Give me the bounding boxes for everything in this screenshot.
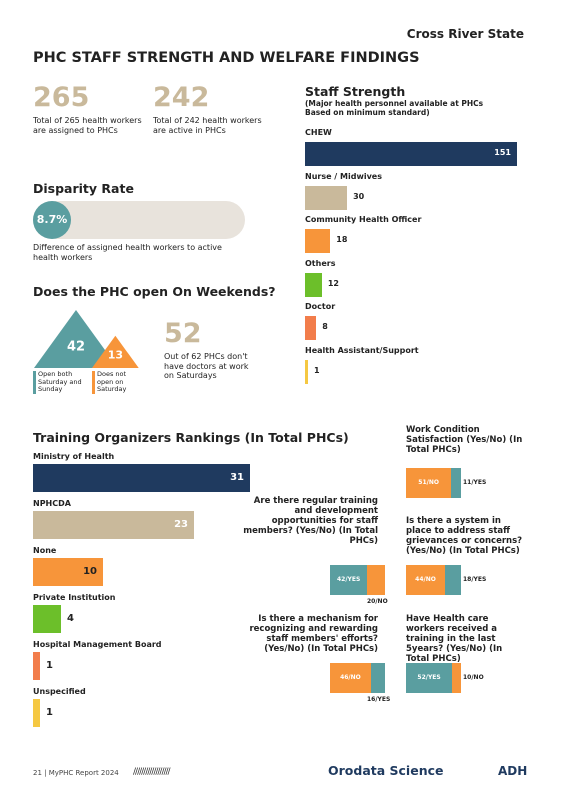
logo: ADH	[498, 764, 528, 778]
chart-title: Are there regular training and developme…	[243, 496, 378, 546]
triangles: 42 13	[34, 310, 139, 368]
bar-segment	[406, 663, 453, 693]
stat-caption: Total of 265 health workers are assigned…	[33, 116, 142, 135]
bar	[305, 229, 331, 253]
section-title: Does the PHC open On Weekends?	[33, 284, 276, 299]
value-label: 11/YES	[463, 479, 487, 486]
value-label: 44/NO	[415, 576, 436, 583]
bar	[33, 464, 250, 492]
chart-title: Training Organizers Rankings (In Total P…	[33, 430, 349, 445]
section-title: Disparity Rate	[33, 181, 134, 196]
bar	[305, 272, 322, 297]
bar-segment	[370, 663, 385, 693]
triangle-label: 13	[108, 348, 123, 361]
value-label: 1	[314, 365, 320, 375]
value-label: 10/NO	[463, 674, 484, 681]
category-label: Private Institution	[33, 593, 116, 602]
bar	[305, 316, 317, 340]
category-label: Doctor	[305, 302, 336, 311]
disparity-mark: 8.7%	[33, 201, 71, 239]
bar	[33, 511, 194, 539]
bar-segment	[406, 468, 452, 498]
category-label: Nurse / Midwives	[305, 171, 382, 181]
value-label: 10	[83, 566, 97, 577]
value-label: 8	[322, 322, 328, 331]
category-label: Community Health Officer	[305, 215, 422, 224]
bar-segment	[330, 565, 368, 595]
stat-number: 265	[33, 82, 90, 113]
chart-title: Is there a system in place to address st…	[406, 516, 523, 556]
chart-title: Work Condition Satisfaction (Yes/No) (In…	[406, 425, 523, 455]
category-label: Unspecified	[33, 687, 86, 696]
value-label: 42/YES	[336, 576, 361, 583]
bar-segment	[451, 468, 461, 498]
triangle-label: 42	[67, 340, 85, 355]
category-label: CHEW	[305, 128, 332, 137]
bar-segment	[367, 565, 385, 595]
chart-title: Is there a mechanism for recognizing and…	[249, 614, 378, 654]
bar-segment	[452, 663, 461, 693]
chart-subtitle: (Major health personnel available at PHC…	[305, 99, 484, 117]
category-label: Hospital Management Board	[33, 640, 162, 649]
value-label: 51/NO	[418, 479, 439, 486]
bar-segment	[330, 663, 371, 693]
value-label: 12	[327, 278, 339, 288]
bar	[33, 558, 103, 586]
chart-title: Staff Strength	[305, 84, 406, 99]
value-label: 23	[174, 519, 188, 530]
bar	[305, 142, 517, 166]
region: Cross River State	[406, 27, 524, 41]
value-label: 52/YES	[417, 674, 441, 681]
category-label: Health Assistant/Support	[305, 345, 419, 355]
value-label: 4	[67, 613, 74, 624]
value-label: 1	[46, 660, 53, 671]
category-label: NPHCDA	[33, 499, 71, 508]
bar-segment	[406, 565, 446, 595]
stat-number: 52	[164, 318, 202, 349]
bar-segment	[445, 565, 461, 595]
value-label: 18/YES	[463, 576, 487, 583]
page-title: PHC STAFF STRENGTH AND WELFARE FINDINGS	[33, 50, 420, 66]
value-label: 31	[230, 472, 244, 483]
bar	[305, 359, 308, 384]
triangle	[34, 310, 118, 368]
stat-caption: Out of 62 PHCs don't have doctors at wor…	[164, 352, 249, 380]
bar	[33, 699, 40, 727]
bar	[33, 605, 61, 633]
value-label: 18	[336, 235, 348, 244]
bar	[33, 652, 40, 680]
disparity-caption: Difference of assigned health workers to…	[33, 243, 222, 262]
category-label: Ministry of Health	[33, 452, 115, 461]
value-label: 16/YES	[367, 696, 391, 703]
value-label: 30	[353, 191, 365, 201]
footer-rule: //////////////////	[133, 767, 171, 777]
chart-title: Have Health care workers received a trai…	[406, 614, 503, 664]
legend-label: Open both Saturday and Sunday	[33, 370, 95, 394]
value-label: 1	[46, 707, 53, 718]
legend-label: Does not open on Saturday	[92, 370, 142, 394]
logo: Orodata Science	[328, 763, 444, 778]
stat-number: 242	[153, 82, 210, 113]
value-label: 46/NO	[340, 674, 361, 681]
value-label: 151	[494, 148, 511, 157]
bar	[305, 185, 348, 210]
triangle	[92, 335, 139, 368]
stat-caption: Total of 242 health workers are active i…	[153, 116, 262, 135]
category-label: None	[33, 546, 57, 555]
category-label: Others	[305, 258, 336, 268]
footer-page: 21 | MyPHC Report 2024	[33, 769, 119, 777]
value-label: 20/NO	[367, 598, 388, 605]
